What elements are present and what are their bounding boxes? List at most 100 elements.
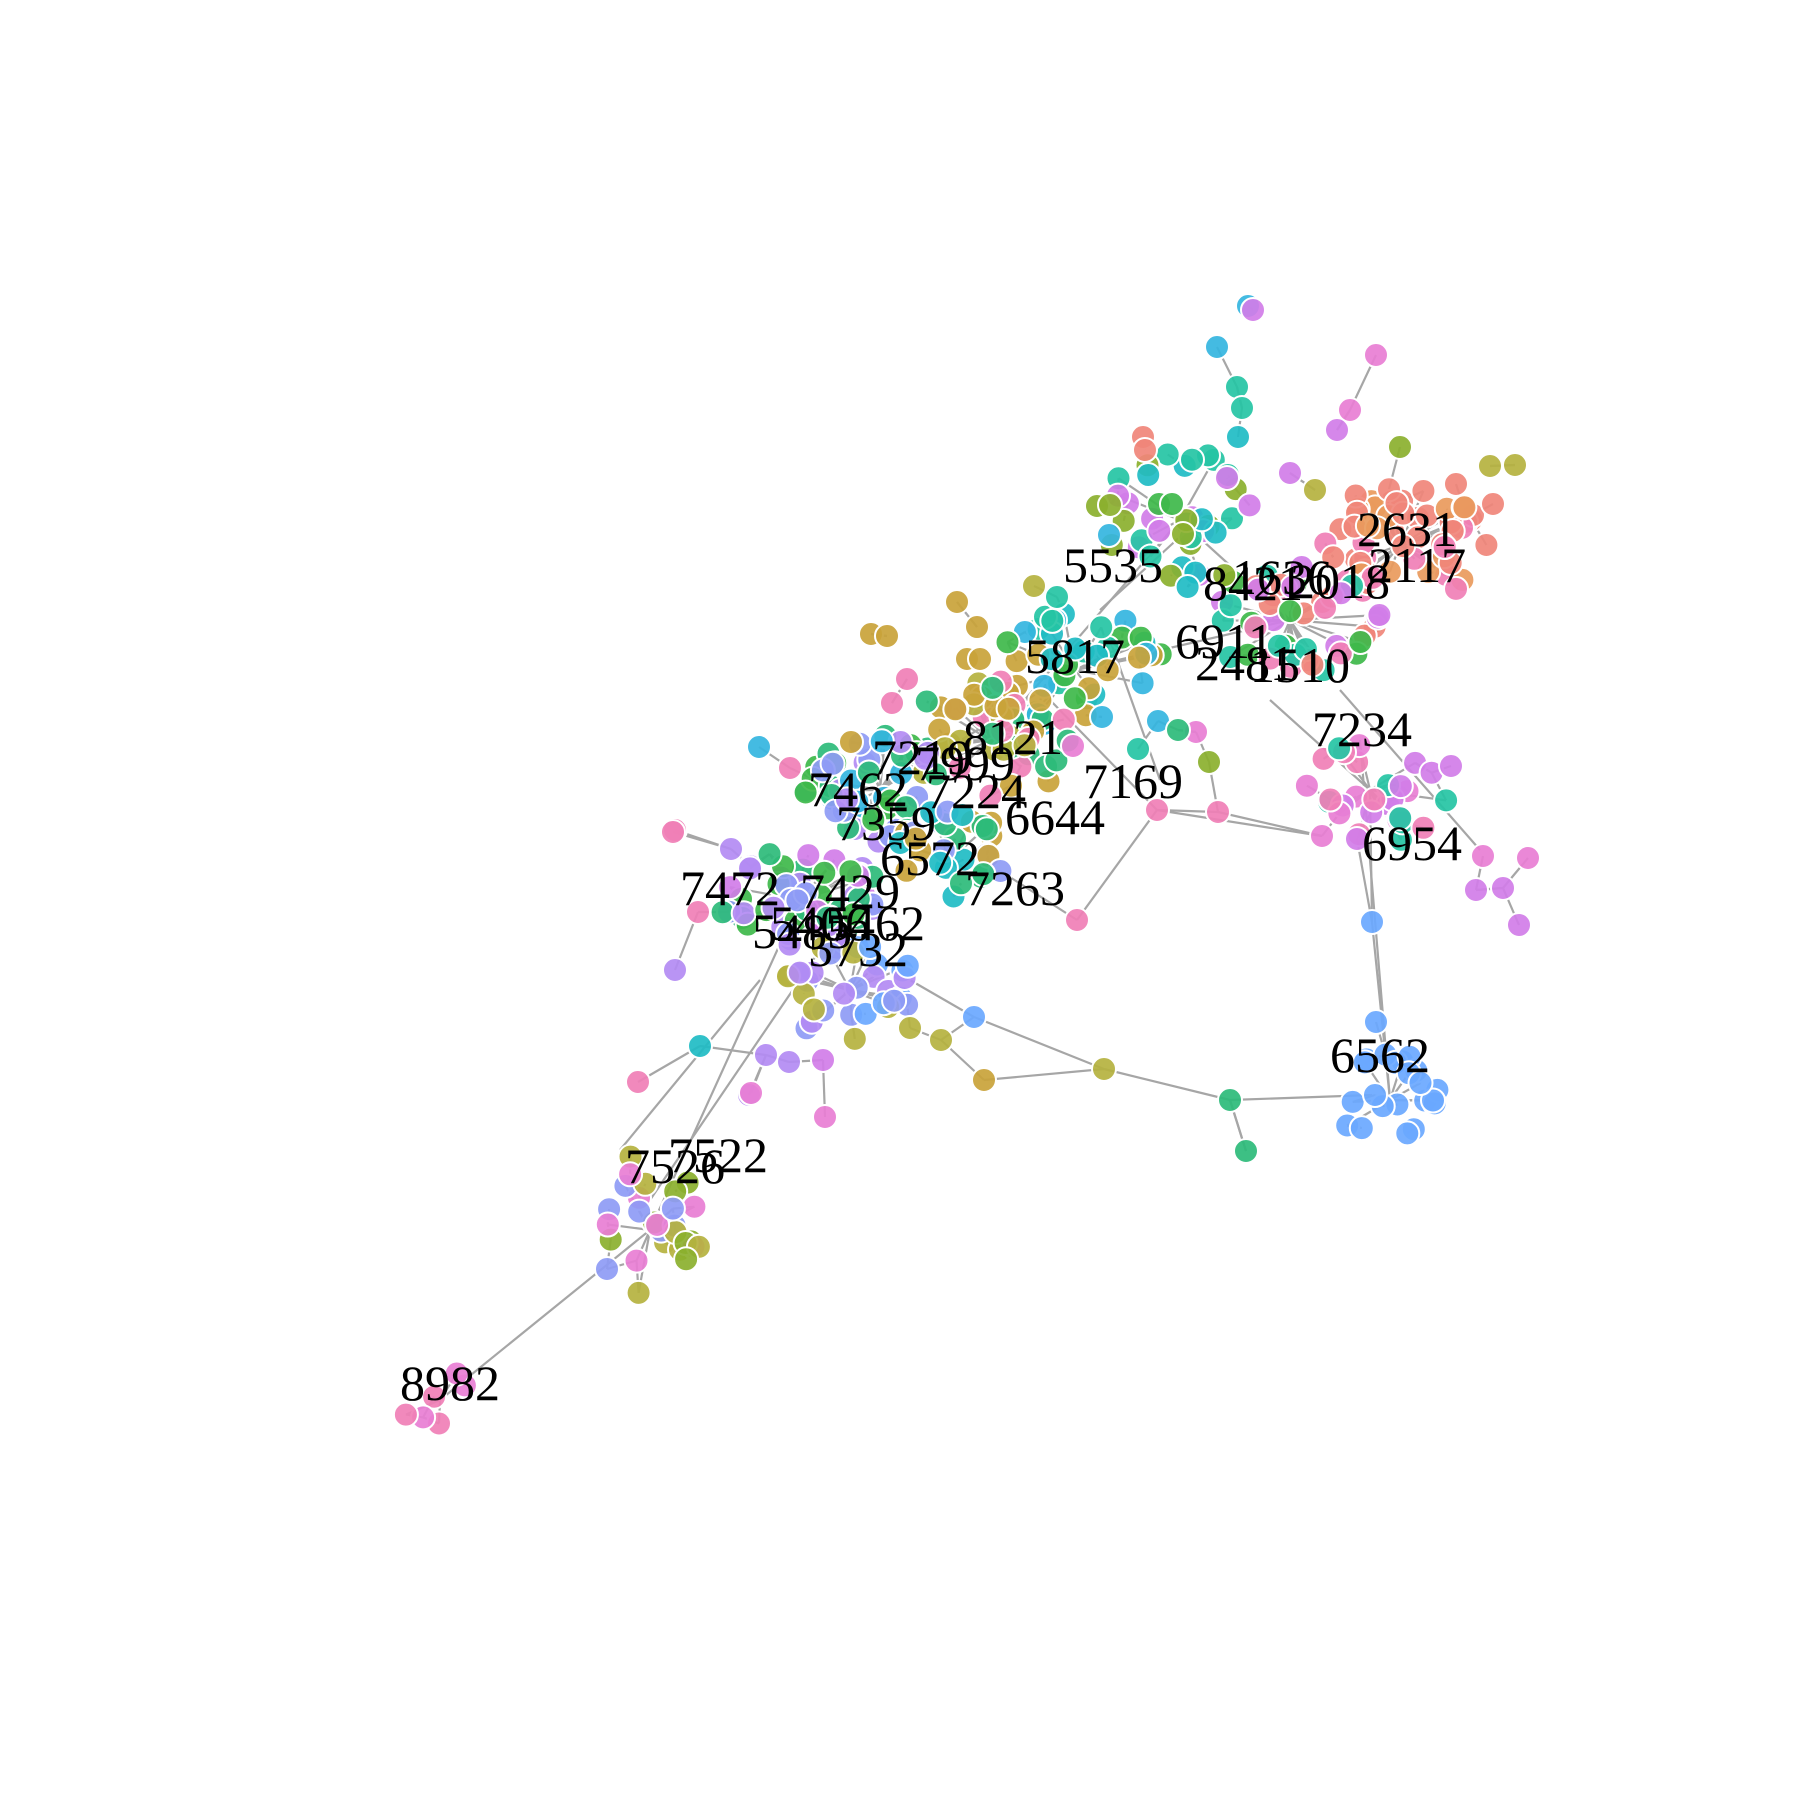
graph-node: [443, 1360, 470, 1387]
graph-node: [894, 666, 920, 692]
node-label: 8982: [400, 1355, 500, 1411]
node-label: 6562: [1330, 1027, 1430, 1083]
node-label: 7526: [625, 1138, 725, 1194]
graph-node: [644, 1211, 671, 1238]
graph-node: [1438, 753, 1464, 779]
graph-node: [860, 806, 887, 833]
graph-node: [1344, 826, 1370, 852]
edge: [1103, 1067, 1231, 1102]
node-label: 7219: [872, 729, 972, 785]
node-label: 7263: [965, 860, 1065, 916]
graph-node: [1433, 787, 1460, 814]
graph-node: [718, 836, 744, 862]
graph-node: [1236, 492, 1263, 519]
graph-node: [1132, 437, 1158, 463]
graph-node: [1088, 614, 1115, 641]
node-label: 5535: [1063, 537, 1163, 593]
graph-node: [1354, 512, 1381, 539]
graph-node: [949, 802, 976, 828]
graph-node: [594, 1256, 620, 1282]
graph-node: [753, 1042, 779, 1068]
graph-node: [1135, 462, 1162, 488]
graph-node: [837, 858, 864, 885]
graph-node: [834, 786, 860, 813]
graph-node: [1217, 592, 1244, 619]
graph-node: [879, 690, 905, 716]
graph-node: [1196, 749, 1222, 775]
graph-node: [1320, 544, 1347, 571]
graph-node: [1224, 374, 1250, 400]
node-label: 5406: [770, 895, 870, 951]
graph-node: [946, 754, 973, 781]
graph-node: [1328, 580, 1354, 607]
graph-node: [776, 931, 803, 958]
graph-node: [944, 589, 970, 615]
edge: [1355, 838, 1374, 923]
graph-node: [1443, 471, 1469, 497]
graph-node: [1011, 732, 1038, 759]
node-label: 7472: [680, 860, 780, 916]
graph-node: [971, 1067, 997, 1093]
graph-node: [819, 750, 846, 777]
graph-node: [1240, 297, 1266, 323]
graph-node: [1347, 629, 1374, 655]
graph-node: [855, 759, 882, 786]
node-label: 2117: [1368, 537, 1466, 593]
graph-node: [1293, 772, 1320, 799]
graph-node: [756, 841, 783, 868]
graph-node: [1126, 644, 1152, 671]
graph-node: [998, 772, 1024, 799]
graph-node: [979, 674, 1006, 701]
graph-node: [1091, 1056, 1117, 1082]
graph-node: [1038, 646, 1065, 673]
edge: [648, 899, 802, 1231]
graph-node: [1443, 575, 1469, 602]
node-label: 1510: [1250, 637, 1350, 693]
graph-node: [1515, 845, 1541, 871]
graph-node: [1470, 843, 1496, 869]
graph-node: [1339, 1088, 1366, 1115]
graph-node: [800, 996, 827, 1023]
graph-node: [795, 842, 822, 869]
graph-node: [964, 614, 990, 640]
graph-node: [814, 904, 841, 931]
edge: [1269, 699, 1371, 791]
graph-node: [979, 720, 1006, 747]
graph-node: [831, 980, 857, 1007]
graph-node: [392, 1401, 419, 1428]
graph-node: [685, 899, 711, 925]
graph-node: [1064, 907, 1090, 933]
graph-node: [1159, 491, 1185, 517]
graph-node: [973, 816, 1000, 843]
node-label: 1636: [1232, 549, 1332, 605]
graph-node: [1129, 670, 1156, 697]
node-label: 7462: [808, 761, 908, 817]
graph-node: [1394, 1120, 1421, 1147]
node-label: 7999: [915, 735, 1015, 791]
node-label: 5462: [825, 895, 925, 951]
graph-node: [1137, 543, 1164, 570]
graph-node: [1361, 786, 1388, 813]
graph-node: [687, 1033, 713, 1059]
graph-node: [421, 1383, 448, 1410]
graph-node: [961, 1004, 987, 1030]
graph-node: [1265, 632, 1292, 659]
graph-node: [1490, 875, 1516, 901]
graph-node: [623, 1247, 650, 1274]
graph-node: [1363, 1009, 1389, 1035]
graph-node: [1027, 687, 1054, 714]
graph-node: [717, 874, 744, 901]
graph-node: [1502, 452, 1528, 478]
edge: [439, 1229, 651, 1401]
graph-node: [811, 859, 838, 886]
graph-node: [1174, 574, 1201, 600]
graph-node: [868, 728, 895, 755]
edge: [1099, 533, 1184, 611]
edge: [619, 979, 761, 1151]
edge: [983, 1067, 1105, 1082]
graph-node: [784, 887, 811, 914]
graph-node: [1225, 424, 1251, 450]
graph-node: [1089, 704, 1115, 730]
graph-node: [1309, 823, 1335, 849]
